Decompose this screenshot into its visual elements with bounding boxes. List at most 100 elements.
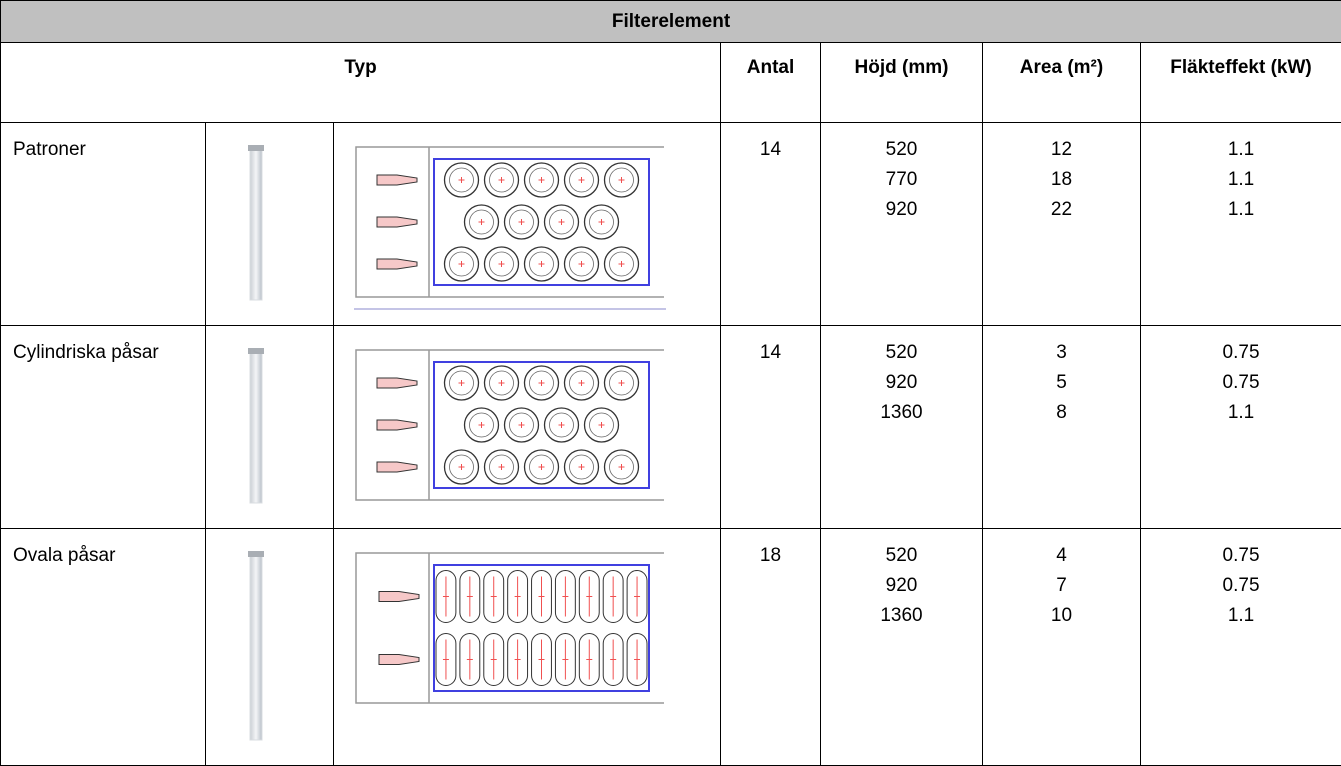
area-value: 22	[983, 195, 1140, 225]
hojd-value: 920	[821, 195, 982, 225]
type-name: Cylindriska påsar	[1, 326, 206, 529]
flakt-value: 1.1	[1141, 601, 1341, 631]
filter-diagram	[334, 123, 718, 323]
filter-photo	[206, 529, 331, 763]
filter-diagram	[334, 326, 718, 526]
nozzle	[377, 462, 417, 472]
hojd-value: 520	[821, 541, 982, 571]
diagram-cell	[334, 326, 721, 529]
housing	[356, 553, 664, 703]
flakt-value: 1.1	[1141, 135, 1341, 165]
column-header: Typ	[1, 43, 721, 123]
flakt-value: 0.75	[1141, 338, 1341, 368]
nozzle	[379, 592, 419, 602]
center-mark	[459, 261, 465, 267]
nozzle	[377, 378, 417, 388]
flakt-value: 1.1	[1141, 165, 1341, 195]
center-mark	[499, 380, 505, 386]
center-mark	[539, 177, 545, 183]
antal: 14	[721, 123, 821, 326]
area-value: 3	[983, 338, 1140, 368]
filter-cap	[248, 348, 264, 354]
center-mark	[459, 380, 465, 386]
nozzle	[377, 217, 417, 227]
flakt-value: 1.1	[1141, 398, 1341, 428]
center-mark	[519, 422, 525, 428]
center-mark	[539, 464, 545, 470]
area-value: 7	[983, 571, 1140, 601]
filter-tube	[250, 553, 262, 740]
area-value: 4	[983, 541, 1140, 571]
nozzle	[379, 655, 419, 665]
center-mark	[539, 261, 545, 267]
column-header: Area (m²)	[983, 43, 1141, 123]
center-mark	[539, 380, 545, 386]
filter-cap	[248, 551, 264, 557]
type-name: Ovala påsar	[1, 529, 206, 766]
center-mark	[499, 464, 505, 470]
antal: 14	[721, 326, 821, 529]
nozzle	[377, 420, 417, 430]
filter-photo	[206, 326, 331, 526]
area-value: 18	[983, 165, 1140, 195]
nozzle	[377, 259, 417, 269]
column-header: Antal	[721, 43, 821, 123]
flakt-value: 0.75	[1141, 571, 1341, 601]
center-mark	[579, 380, 585, 386]
hojd-value: 1360	[821, 398, 982, 428]
center-mark	[619, 177, 625, 183]
center-mark	[459, 464, 465, 470]
center-mark	[599, 422, 605, 428]
center-mark	[579, 261, 585, 267]
filter-diagram	[334, 529, 718, 763]
column-header: Höjd (mm)	[821, 43, 983, 123]
diagram-cell	[334, 529, 721, 766]
center-mark	[479, 219, 485, 225]
table-title: Filterelement	[1, 1, 1341, 43]
filter-photo	[206, 123, 331, 323]
hojd-value: 520	[821, 338, 982, 368]
filter-photo-cell	[206, 326, 334, 529]
flakt-value: 0.75	[1141, 368, 1341, 398]
area-value: 12	[983, 135, 1140, 165]
hojd-value: 1360	[821, 601, 982, 631]
hojd-value: 920	[821, 368, 982, 398]
center-mark	[579, 464, 585, 470]
filter-photo-cell	[206, 123, 334, 326]
diagram-cell	[334, 123, 721, 326]
flakt-value: 1.1	[1141, 195, 1341, 225]
type-name: Patroner	[1, 123, 206, 326]
hojd-value: 920	[821, 571, 982, 601]
center-mark	[559, 219, 565, 225]
filter-photo-cell	[206, 529, 334, 766]
center-mark	[579, 177, 585, 183]
column-header: Fläkteffekt (kW)	[1141, 43, 1341, 123]
area-value: 8	[983, 398, 1140, 428]
nozzle	[377, 175, 417, 185]
hojd-value: 520	[821, 135, 982, 165]
center-mark	[499, 177, 505, 183]
filter-tube	[250, 350, 262, 503]
area-value: 5	[983, 368, 1140, 398]
antal: 18	[721, 529, 821, 766]
center-mark	[619, 261, 625, 267]
center-mark	[599, 219, 605, 225]
hojd-value: 770	[821, 165, 982, 195]
area-value: 10	[983, 601, 1140, 631]
center-mark	[619, 380, 625, 386]
center-mark	[519, 219, 525, 225]
center-mark	[459, 177, 465, 183]
